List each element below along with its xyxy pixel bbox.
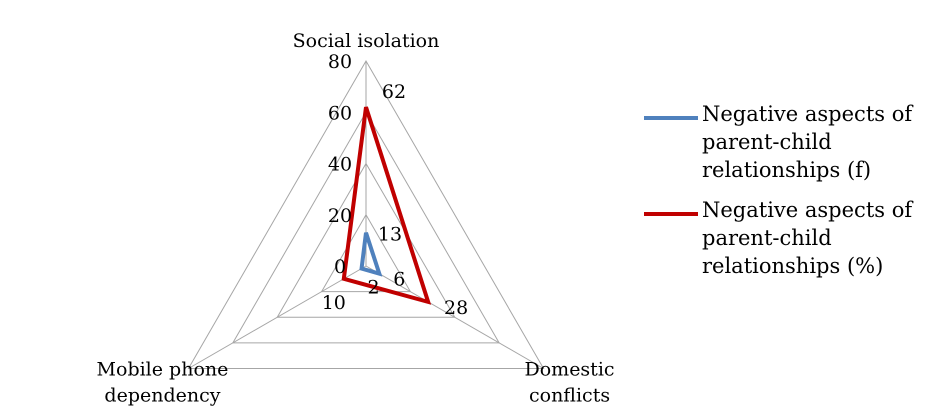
legend-swatch bbox=[644, 116, 698, 120]
legend: Negative aspects of parent-child relatio… bbox=[640, 100, 930, 292]
data-label: 2 bbox=[368, 277, 380, 299]
grid-ring-80 bbox=[187, 60, 545, 369]
legend-item: Negative aspects of parent-child relatio… bbox=[640, 196, 930, 280]
tick-label: 0 bbox=[334, 256, 346, 278]
data-label: 28 bbox=[444, 297, 468, 319]
legend-label: Negative aspects of parent-child relatio… bbox=[702, 198, 913, 278]
data-label: 62 bbox=[382, 81, 406, 103]
axis-spoke-1 bbox=[365, 265, 544, 369]
axis-label: Social isolation bbox=[293, 30, 440, 52]
legend-label: Negative aspects of parent-child relatio… bbox=[702, 102, 913, 182]
grid-ring-60 bbox=[231, 111, 501, 344]
series-line-0 bbox=[359, 232, 383, 277]
tick-label: 20 bbox=[328, 205, 352, 227]
grid-ring-20 bbox=[320, 213, 412, 293]
tick-label: 60 bbox=[328, 102, 352, 124]
legend-swatch bbox=[644, 212, 698, 216]
tick-label: 40 bbox=[328, 154, 352, 176]
data-label: 10 bbox=[322, 292, 346, 314]
data-label: 6 bbox=[393, 269, 405, 291]
series-line-1 bbox=[341, 106, 432, 305]
data-label: 13 bbox=[378, 224, 402, 246]
tick-label: 80 bbox=[328, 51, 352, 73]
axis-spoke-2 bbox=[188, 265, 367, 369]
axis-label: Domestic conflicts bbox=[525, 359, 615, 407]
axis-label: Mobile phone dependency bbox=[97, 359, 229, 407]
radar-series bbox=[341, 106, 432, 305]
legend-item: Negative aspects of parent-child relatio… bbox=[640, 100, 930, 184]
